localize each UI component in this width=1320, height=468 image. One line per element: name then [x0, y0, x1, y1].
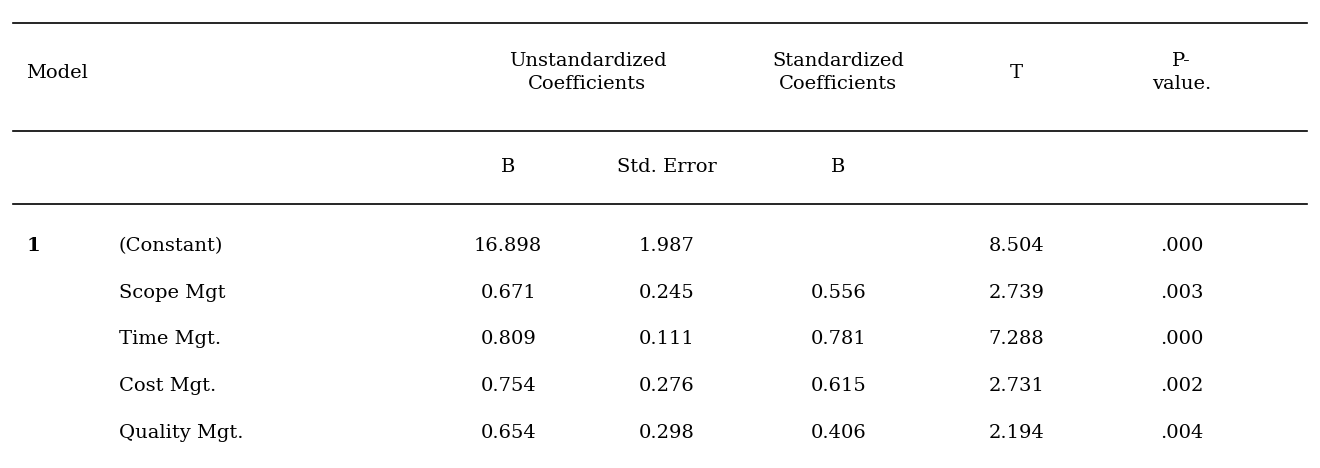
Text: 1: 1 — [26, 237, 40, 255]
Text: .000: .000 — [1160, 330, 1203, 348]
Text: .002: .002 — [1160, 377, 1203, 395]
Text: 0.298: 0.298 — [639, 424, 694, 442]
Text: .003: .003 — [1160, 284, 1203, 301]
Text: 0.111: 0.111 — [639, 330, 694, 348]
Text: 0.406: 0.406 — [810, 424, 866, 442]
Text: B: B — [502, 158, 515, 176]
Text: Time Mgt.: Time Mgt. — [119, 330, 220, 348]
Text: 8.504: 8.504 — [989, 237, 1044, 255]
Text: 2.731: 2.731 — [989, 377, 1044, 395]
Text: 0.671: 0.671 — [480, 284, 536, 301]
Text: Quality Mgt.: Quality Mgt. — [119, 424, 243, 442]
Text: .000: .000 — [1160, 237, 1203, 255]
Text: 0.245: 0.245 — [639, 284, 694, 301]
Text: 1.987: 1.987 — [639, 237, 694, 255]
Text: 0.276: 0.276 — [639, 377, 694, 395]
Text: 16.898: 16.898 — [474, 237, 543, 255]
Text: P-
value.: P- value. — [1152, 52, 1210, 93]
Text: Cost Mgt.: Cost Mgt. — [119, 377, 216, 395]
Text: 0.809: 0.809 — [480, 330, 536, 348]
Text: Model: Model — [26, 64, 88, 81]
Text: B: B — [832, 158, 845, 176]
Text: 2.739: 2.739 — [989, 284, 1044, 301]
Text: 7.288: 7.288 — [989, 330, 1044, 348]
Text: .004: .004 — [1160, 424, 1203, 442]
Text: 0.654: 0.654 — [480, 424, 536, 442]
Text: 2.194: 2.194 — [989, 424, 1044, 442]
Text: 0.556: 0.556 — [810, 284, 866, 301]
Text: Standardized
Coefficients: Standardized Coefficients — [772, 52, 904, 93]
Text: (Constant): (Constant) — [119, 237, 223, 255]
Text: 0.754: 0.754 — [480, 377, 536, 395]
Text: Unstandardized
Coefficients: Unstandardized Coefficients — [508, 52, 667, 93]
Text: 0.781: 0.781 — [810, 330, 866, 348]
Text: 0.615: 0.615 — [810, 377, 866, 395]
Text: Scope Mgt: Scope Mgt — [119, 284, 226, 301]
Text: T: T — [1010, 64, 1023, 81]
Text: Std. Error: Std. Error — [616, 158, 717, 176]
